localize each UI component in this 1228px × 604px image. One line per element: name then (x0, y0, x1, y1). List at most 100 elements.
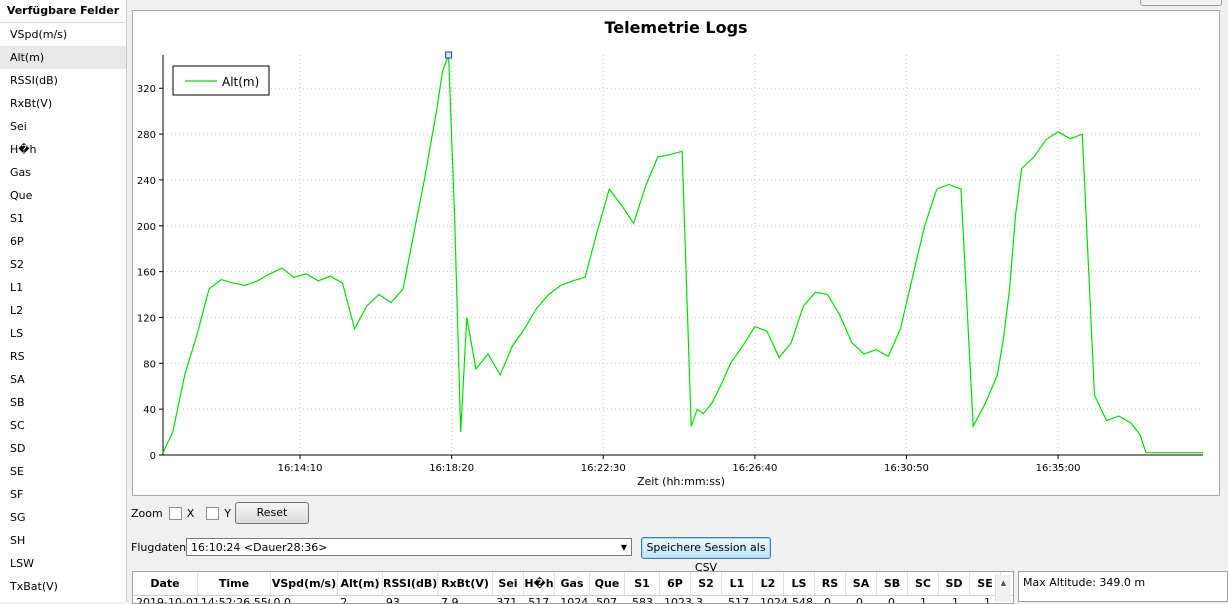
table-cell: 2 (340, 596, 348, 604)
legend-box (172, 65, 270, 96)
table-cell: 548 (791, 596, 813, 604)
field-item[interactable]: SC (10, 419, 25, 432)
field-item[interactable]: SH (10, 534, 26, 547)
column-header[interactable]: H�h (524, 572, 555, 595)
y-tick-label: 320 (137, 84, 156, 95)
column-header[interactable]: Sei (493, 572, 524, 595)
altitude-chart: Telemetrie Logs 0 40 80 120 160 200 240 280 320 1… (137, 18, 1203, 488)
field-list: Verfügbare Felder VSpd(m/s) Alt(m) RSSI(dB… (0, 0, 127, 602)
table-cell: 3 (695, 596, 703, 604)
x-tick-label: 16:30:50 (884, 463, 929, 474)
flight-data-select[interactable]: 16:10:24 <Dauer28:36> ▼ (186, 538, 632, 556)
reset-button[interactable]: Reset (235, 502, 309, 524)
table-cell: 2019-10-01 (136, 596, 198, 604)
zoom-y-label: Y (224, 506, 231, 520)
table-cell: 1 (919, 596, 927, 604)
field-item[interactable]: SA (10, 373, 25, 386)
field-item[interactable]: Que (10, 189, 33, 202)
field-item[interactable]: RSSI(dB) (10, 74, 58, 87)
zoom-controls: Zoom X Y (131, 503, 231, 523)
column-header[interactable]: LS (784, 572, 815, 595)
table-cell: 93 (385, 596, 400, 604)
alt-series-line (162, 54, 1203, 454)
column-header[interactable]: SB (877, 572, 908, 595)
chart-title: Telemetrie Logs (604, 18, 747, 37)
table-cell: 7.9 (441, 596, 459, 604)
field-item[interactable]: L2 (10, 304, 24, 317)
field-item[interactable]: RS (10, 350, 25, 363)
chevron-down-icon: ▼ (620, 543, 627, 552)
top-right-button[interactable] (1140, 0, 1222, 6)
field-item[interactable]: L1 (10, 281, 24, 294)
table-scrollbar[interactable]: ▲ (995, 575, 1011, 602)
field-list-items: VSpd(m/s) Alt(m) RSSI(dB) RxBt(V) Sei H�h Gas Q… (0, 23, 126, 598)
column-header[interactable]: RxBt(V) (438, 572, 493, 595)
y-tick-label: 200 (137, 222, 156, 233)
field-item[interactable]: RxBt(V) (10, 97, 53, 110)
info-panel: Max Altitude: 349.0 m (1018, 571, 1228, 602)
data-table: Date Time VSpd(m/s) Alt(m) RSSI(dB) RxBt(V) Se… (132, 571, 1014, 604)
field-item[interactable]: 6P (10, 235, 24, 248)
column-header[interactable]: VSpd(m/s) (271, 572, 338, 595)
flight-data-label: Flugdaten (131, 541, 187, 554)
column-header[interactable]: Alt(m) (338, 572, 383, 595)
table-cell: 0 (887, 596, 895, 604)
table-cell: 583 (631, 596, 653, 604)
column-header[interactable]: S1 (625, 572, 660, 595)
field-item[interactable]: TxBat(V) (10, 580, 58, 593)
zoom-label: Zoom (131, 506, 163, 520)
field-item[interactable]: VSpd(m/s) (10, 28, 68, 41)
field-item[interactable]: SE (10, 465, 24, 478)
zoom-x-label: X (186, 506, 195, 520)
save-csv-button[interactable]: Speichere Session als CSV (641, 537, 771, 574)
field-item[interactable]: H�h (10, 143, 37, 156)
column-header[interactable]: SC (908, 572, 939, 595)
chart-panel: Telemetrie Logs 0 40 80 120 160 200 240 280 320 1… (132, 10, 1220, 496)
column-header[interactable]: Que (590, 572, 625, 595)
column-header[interactable]: SA (846, 572, 877, 595)
column-header[interactable]: SD (939, 572, 970, 595)
y-tick-label: 280 (137, 130, 156, 141)
field-item[interactable]: Gas (10, 166, 31, 179)
field-item[interactable]: LSW (10, 557, 34, 570)
table-row[interactable]: 2019-10-01 14:52:26.550 0.0 2 93 7.9 371 517 102… (133, 596, 1013, 604)
field-item[interactable]: LS (10, 327, 24, 340)
table-cell: 14:52:26.550 (200, 596, 271, 604)
column-header[interactable]: L2 (753, 572, 784, 595)
x-tick-label: 16:18:20 (429, 463, 474, 474)
field-item[interactable]: SB (10, 396, 25, 409)
table-cell: 517 (727, 596, 749, 604)
zoom-y-checkbox[interactable] (206, 506, 220, 520)
table-cell: 517 (528, 596, 550, 604)
field-item[interactable]: SD (10, 442, 26, 455)
field-item[interactable]: SG (10, 511, 26, 524)
y-tick-label: 0 (150, 451, 156, 462)
column-header[interactable]: S2 (691, 572, 722, 595)
column-header[interactable]: Date (133, 572, 198, 595)
column-header[interactable]: 6P (660, 572, 691, 595)
flight-data-value: 16:10:24 <Dauer28:36> (191, 541, 328, 554)
max-marker (445, 51, 453, 59)
table-header: Date Time VSpd(m/s) Alt(m) RSSI(dB) RxBt(V) Se… (133, 572, 1013, 596)
scroll-up-icon[interactable]: ▲ (1000, 579, 1007, 587)
field-item[interactable]: SF (10, 488, 24, 501)
column-header[interactable]: Time (198, 572, 271, 595)
table-cell: 507 (596, 596, 618, 604)
field-list-header: Verfügbare Felder (0, 0, 126, 23)
table-cell: 1 (983, 596, 991, 604)
field-item[interactable]: Alt(m) (0, 46, 126, 69)
field-item[interactable]: Sei (10, 120, 27, 133)
field-item[interactable]: S1 (10, 212, 24, 225)
chart-axes: 0 40 80 120 160 200 240 280 320 16:14:10 16:18:20 1… (137, 55, 1203, 474)
legend-label: Alt(m) (222, 75, 259, 89)
field-item[interactable]: S2 (10, 258, 24, 271)
column-header[interactable]: RSSI(dB) (383, 572, 438, 595)
table-cell: 371 (496, 596, 518, 604)
zoom-x-checkbox[interactable] (168, 506, 182, 520)
table-cell: 1024 (560, 596, 589, 604)
table-cell: 0.0 (273, 596, 291, 604)
column-header[interactable]: RS (815, 572, 846, 595)
column-header[interactable]: L1 (722, 572, 753, 595)
x-tick-label: 16:35:00 (1036, 463, 1081, 474)
column-header[interactable]: Gas (555, 572, 590, 595)
